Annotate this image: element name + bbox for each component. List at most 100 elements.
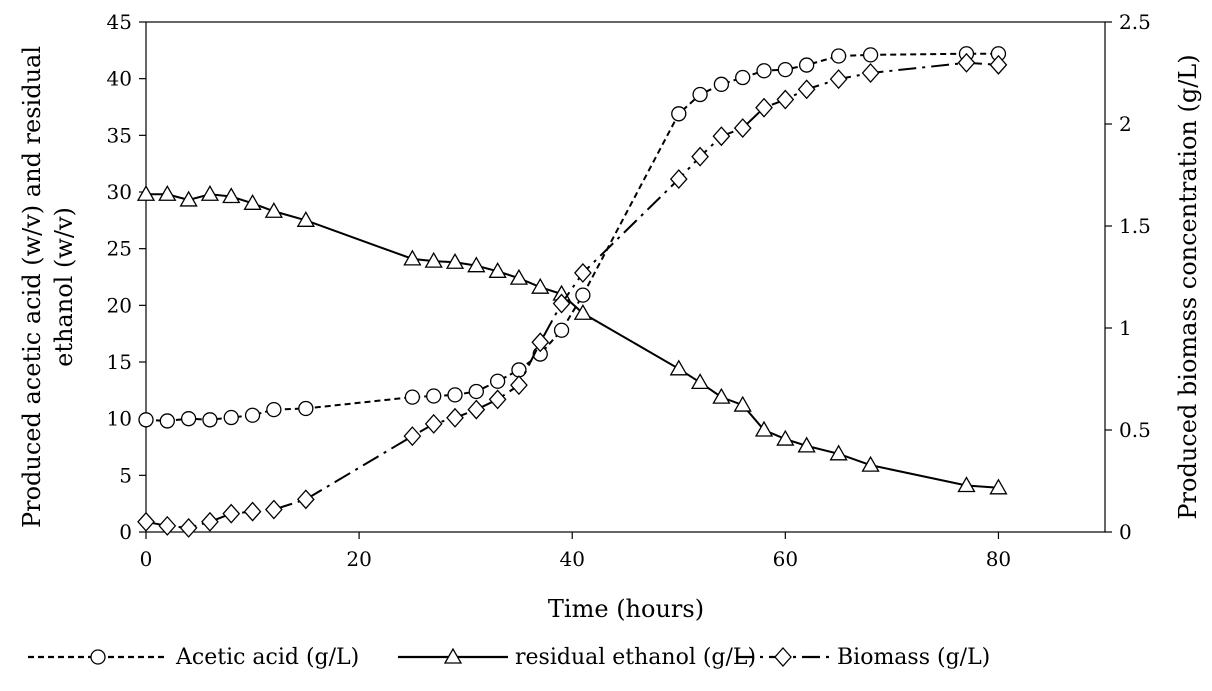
data-point [136, 184, 156, 201]
data-point [424, 413, 443, 434]
data-point [243, 501, 262, 522]
data-point [403, 426, 422, 447]
data-point [830, 48, 847, 64]
legend-item-0: Acetic acid (g/L) [28, 645, 359, 670]
data-point [989, 478, 1008, 495]
data-point [223, 409, 239, 426]
legend-item-2: Biomass (g/L) [736, 645, 990, 670]
legend-marker [90, 649, 106, 665]
y-left-tick-label: 35 [107, 123, 132, 147]
data-point [201, 511, 219, 532]
data-point [179, 190, 198, 207]
y-left-tick-label: 0 [119, 520, 132, 544]
data-point [776, 89, 795, 110]
data-point [264, 201, 283, 218]
data-point [202, 412, 218, 428]
right-axis-ticks: 0 0.5 1 1.5 2 2.5 [1105, 10, 1151, 544]
series-line [145, 61, 999, 529]
y-right-tick-label: 2 [1119, 112, 1132, 136]
data-point [733, 118, 752, 139]
y-left-tick-label: 20 [107, 293, 132, 317]
data-point [200, 184, 220, 201]
data-point [266, 401, 282, 418]
data-point [467, 256, 486, 273]
data-point [829, 69, 848, 90]
data-point [531, 332, 550, 353]
x-tick-label: 40 [559, 547, 584, 571]
x-tick-label: 0 [140, 547, 153, 571]
data-point [426, 388, 442, 404]
data-point [735, 69, 751, 86]
y-right-tick-label: 1.5 [1119, 214, 1151, 238]
data-point [403, 249, 422, 266]
data-point [756, 63, 772, 79]
data-point [797, 79, 816, 100]
data-point [296, 489, 315, 510]
data-point [222, 187, 241, 204]
data-point [733, 395, 752, 412]
data-point [446, 407, 464, 428]
data-point [797, 436, 816, 453]
data-point [159, 413, 175, 429]
series-layer [136, 46, 1008, 538]
legend-label: residual ethanol (g/L) [515, 645, 756, 670]
data-point [798, 57, 815, 73]
data-point [712, 387, 731, 404]
data-point [861, 455, 880, 472]
data-point [445, 252, 465, 269]
y-right-tick-label: 1 [1119, 316, 1132, 340]
data-point [264, 499, 283, 520]
data-point [690, 373, 710, 390]
data-point [244, 407, 261, 423]
data-point [957, 476, 976, 493]
y-left-tick-label: 45 [107, 10, 132, 34]
y-left-tick-label: 10 [107, 407, 132, 431]
legend-item-1: residual ethanol (g/L) [398, 645, 756, 670]
data-point [574, 262, 592, 283]
data-point [573, 303, 592, 320]
data-point [862, 47, 879, 63]
legend-marker [443, 647, 463, 664]
x-tick-label: 60 [773, 547, 798, 571]
x-axis-ticks: 0 20 40 60 80 [140, 532, 1011, 571]
y-left-tick-label: 5 [119, 463, 132, 487]
data-point [511, 362, 527, 378]
data-point [669, 169, 688, 190]
data-point [575, 287, 591, 303]
data-point [671, 106, 687, 122]
x-tick-label: 20 [346, 547, 371, 571]
data-point [669, 359, 688, 376]
data-point [158, 515, 177, 536]
data-point [488, 262, 507, 278]
data-point [777, 61, 793, 78]
legend-label: Acetic acid (g/L) [175, 645, 359, 670]
x-axis-title: Time (hours) [548, 595, 704, 623]
y-axis-left-title-line2: ethanol (w/v) [50, 207, 78, 367]
legend: Acetic acid (g/L) residual ethanol (g/L) B… [28, 645, 990, 670]
data-point [510, 375, 528, 396]
legend-marker [774, 647, 792, 667]
data-point [509, 268, 529, 285]
series-1 [136, 184, 1008, 495]
data-point [179, 517, 198, 538]
plot-area [145, 21, 1106, 533]
data-point [691, 146, 709, 167]
series-line [145, 52, 999, 422]
y-right-tick-label: 0 [1119, 520, 1132, 544]
data-point [692, 86, 708, 103]
data-point [447, 387, 463, 403]
y-left-tick-label: 40 [107, 67, 132, 91]
data-point [158, 184, 177, 201]
series-line [146, 193, 999, 489]
data-point [553, 322, 570, 338]
y-axis-left-title: Produced acetic acid (w/v) and residual [18, 46, 46, 528]
data-point [468, 383, 484, 400]
legend-label: Biomass (g/L) [837, 645, 990, 670]
plot-frame [145, 21, 1106, 533]
data-point [531, 277, 550, 294]
data-point [180, 411, 197, 427]
series-0 [138, 46, 1007, 429]
data-point [424, 251, 443, 268]
data-point [755, 97, 773, 118]
data-point [488, 389, 507, 410]
